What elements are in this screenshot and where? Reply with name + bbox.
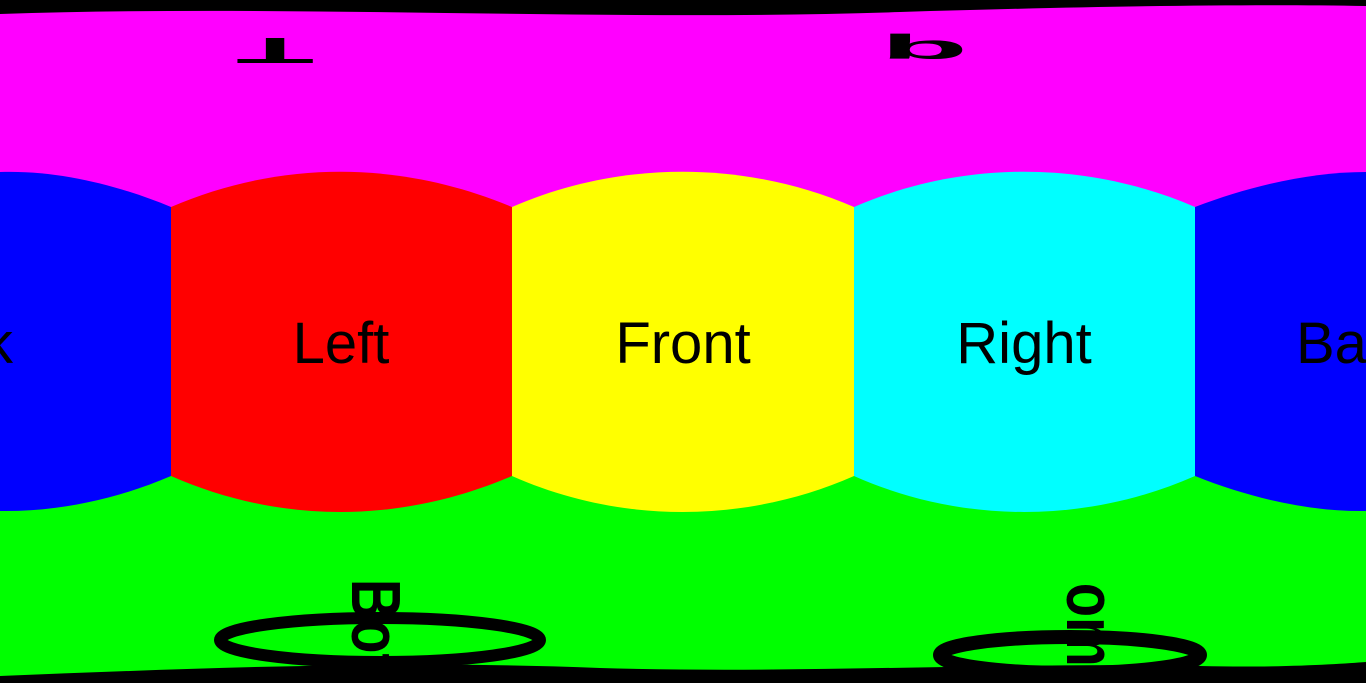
bottom-warped-loop-left <box>214 612 546 668</box>
svg-text:T: T <box>236 30 314 70</box>
top-pole-line <box>0 0 1366 16</box>
right-label: Right <box>956 311 1091 376</box>
svg-text:p: p <box>880 33 968 71</box>
back-label-left: Back <box>0 311 14 376</box>
front-label: Front <box>615 311 750 376</box>
top-warped-left: T <box>236 30 314 70</box>
bottom-warped-right: om <box>1052 583 1129 667</box>
right-face <box>854 171 1195 512</box>
back-face-right <box>1195 172 1366 512</box>
front-face <box>512 171 854 512</box>
left-label: Left <box>293 311 390 376</box>
left-face <box>171 171 512 512</box>
top-warped-right: p <box>880 33 968 71</box>
back-label-right: Back <box>1296 311 1366 376</box>
bottom-warped-loop-right <box>933 630 1207 680</box>
svg-text:om: om <box>1052 583 1129 667</box>
back-face-left <box>0 171 171 512</box>
